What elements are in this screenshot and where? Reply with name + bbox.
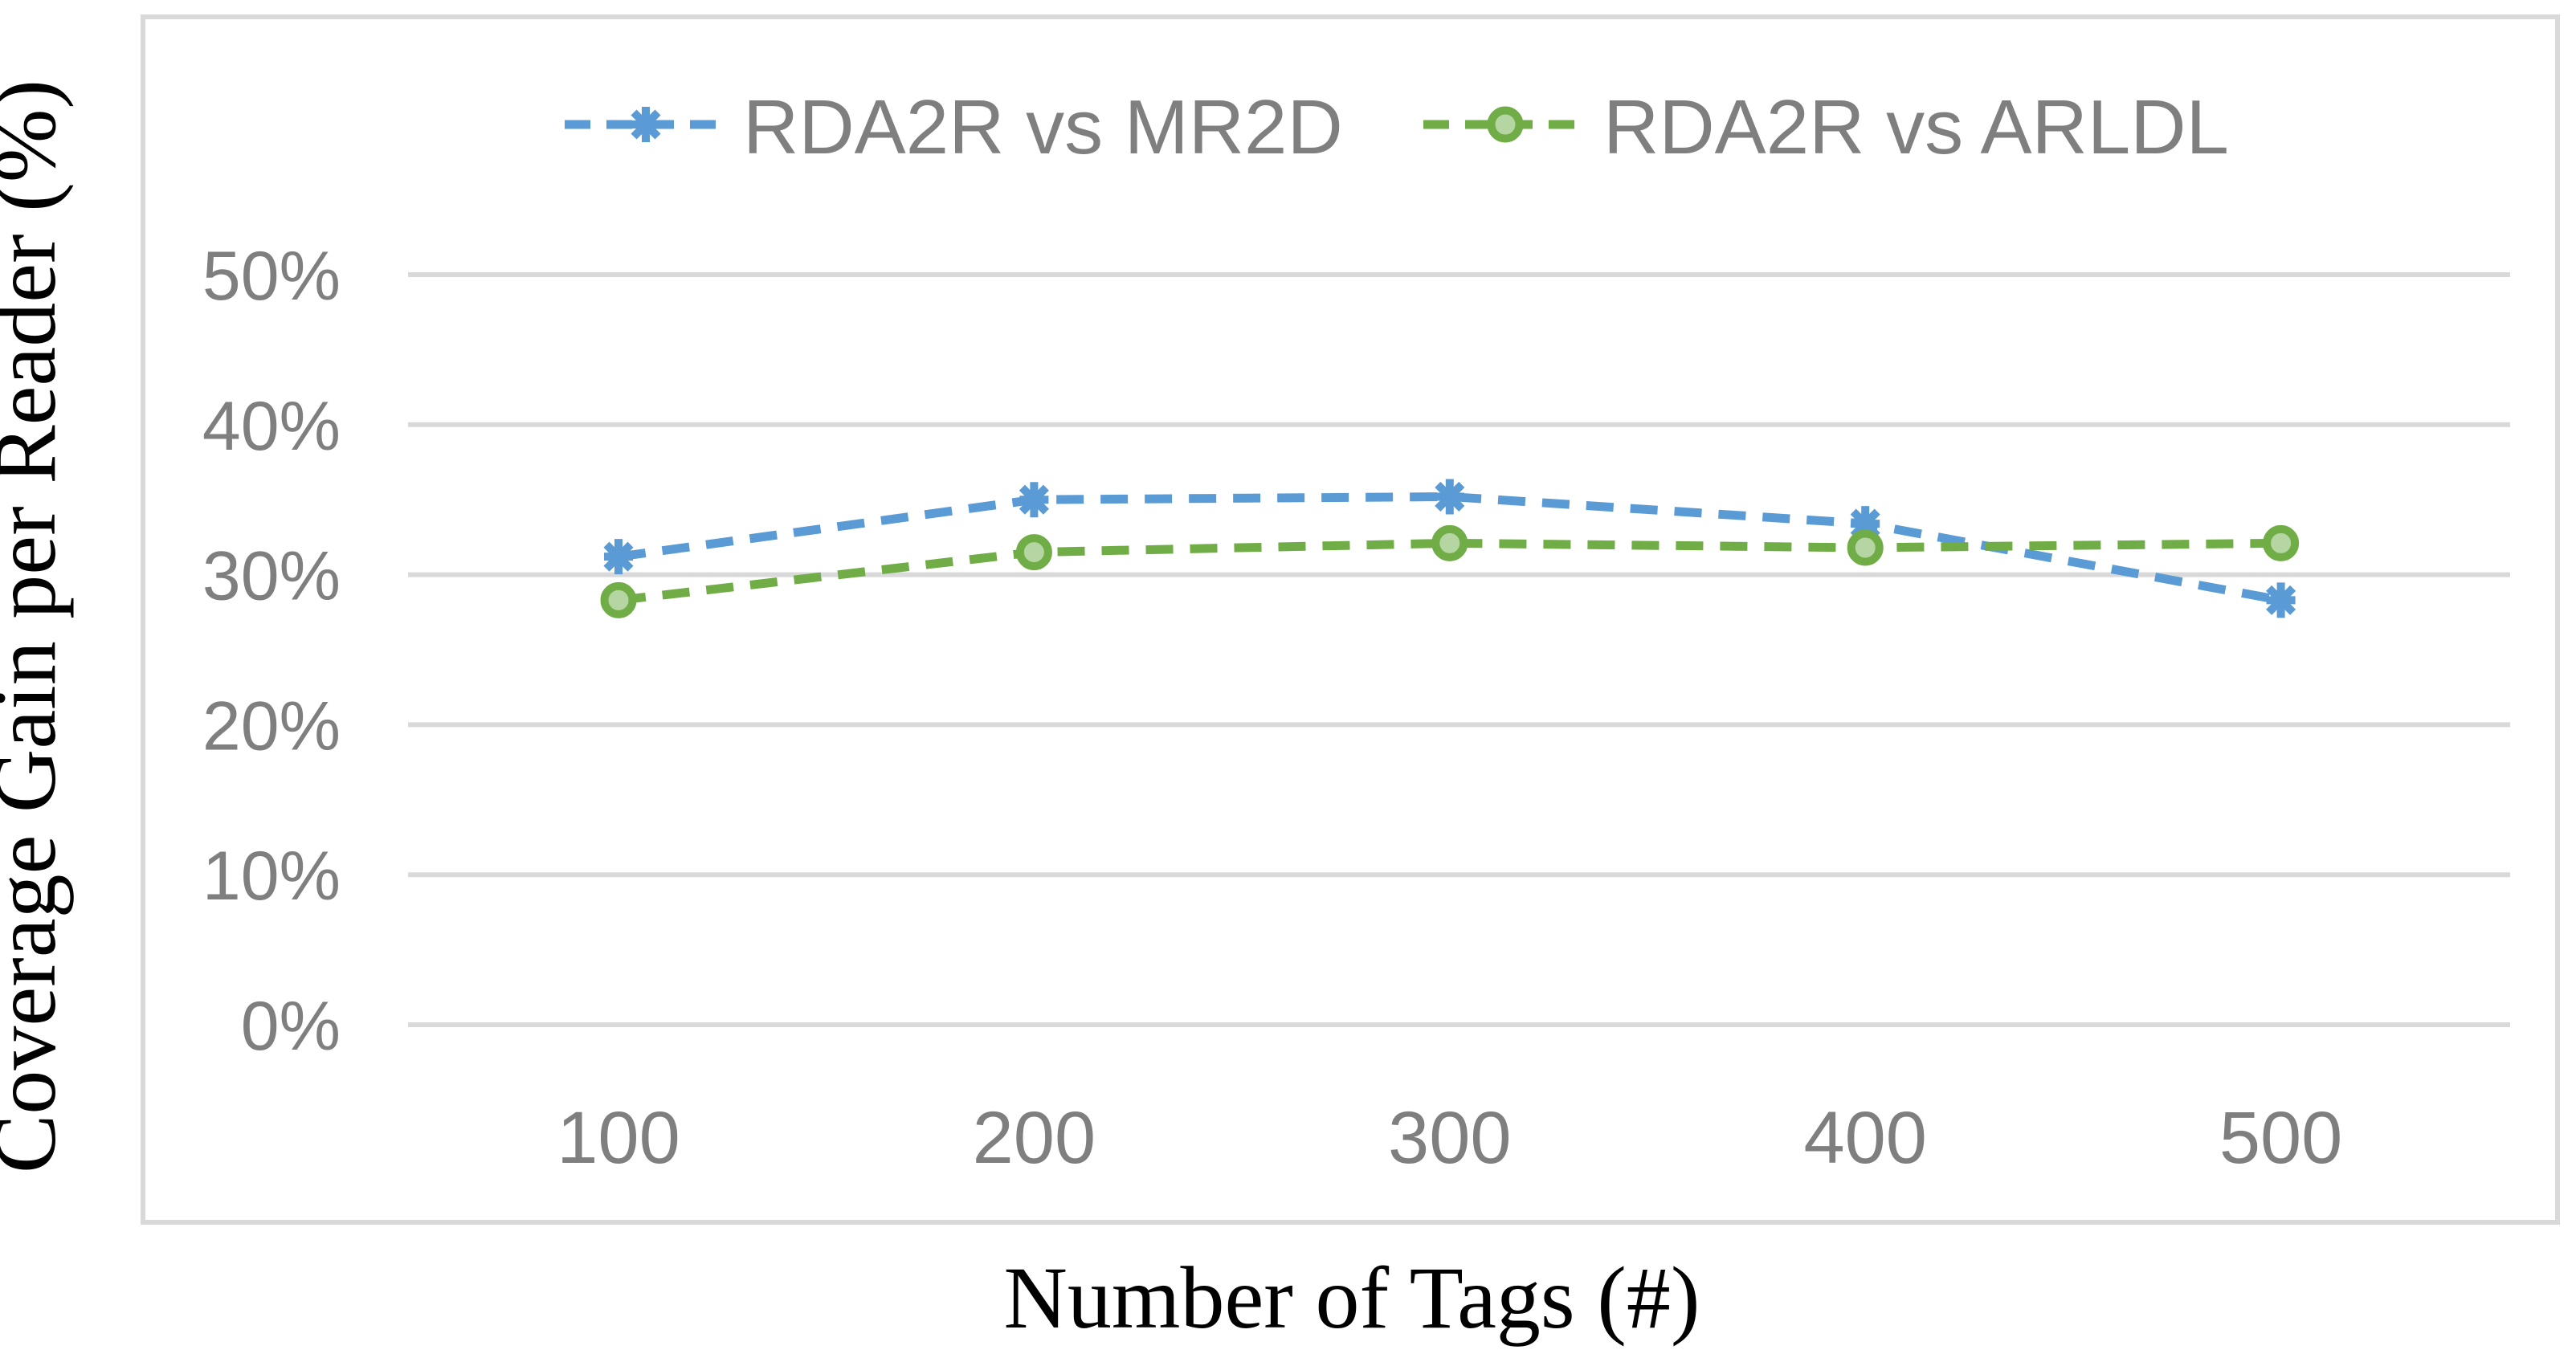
legend-label: RDA2R vs MR2D: [743, 84, 1343, 170]
series-line-rda2r-vs-arldl: [618, 538, 2281, 605]
circle-marker-icon: [2263, 524, 2300, 561]
y-tick-label: 40%: [202, 388, 341, 465]
x-tick-label: 300: [1388, 1097, 1512, 1179]
asterisk-marker-icon: [603, 539, 634, 575]
y-axis-tick-labels: 0% 10% 20% 30% 40% 50%: [202, 238, 341, 1065]
circle-marker-icon: [1431, 524, 1468, 561]
x-tick-label: 400: [1803, 1097, 1927, 1179]
y-tick-label: 0%: [241, 988, 341, 1065]
legend-item-rda2r-vs-arldl: RDA2R vs ARLDL: [1423, 84, 2229, 170]
legend-item-rda2r-vs-mr2d: RDA2R vs MR2D: [565, 84, 1343, 170]
circle-marker-icon: [1847, 529, 1884, 566]
x-tick-label: 500: [2219, 1097, 2343, 1179]
plot-border: [141, 14, 2560, 1225]
circle-marker-icon: [1487, 106, 1524, 143]
y-axis-title: Coverage Gain per Reader (%): [0, 80, 74, 1173]
y-tick-label: 20%: [202, 687, 341, 765]
circle-marker-icon: [600, 581, 637, 618]
asterisk-marker-icon: [1435, 479, 1465, 515]
y-tick-label: 30%: [202, 538, 341, 615]
x-tick-label: 200: [973, 1097, 1096, 1179]
asterisk-marker-icon: [631, 107, 661, 142]
gridlines: [408, 272, 2510, 1027]
legend-label: RDA2R vs ARLDL: [1603, 84, 2229, 170]
asterisk-marker-icon: [2266, 582, 2296, 618]
circle-marker-icon: [1015, 534, 1052, 571]
x-tick-label: 100: [557, 1097, 680, 1179]
x-axis-title: Number of Tags (#): [1003, 1249, 1700, 1347]
asterisk-marker-icon: [1019, 482, 1049, 518]
y-tick-label: 10%: [202, 838, 341, 915]
y-tick-label: 50%: [202, 238, 341, 315]
x-axis-tick-labels: 100 200 300 400 500: [557, 1097, 2342, 1179]
asterisk-marker-icon: [631, 107, 661, 142]
legend: RDA2R vs MR2D RDA2R vs ARLDL: [565, 84, 2229, 170]
series-layer: [600, 479, 2300, 618]
